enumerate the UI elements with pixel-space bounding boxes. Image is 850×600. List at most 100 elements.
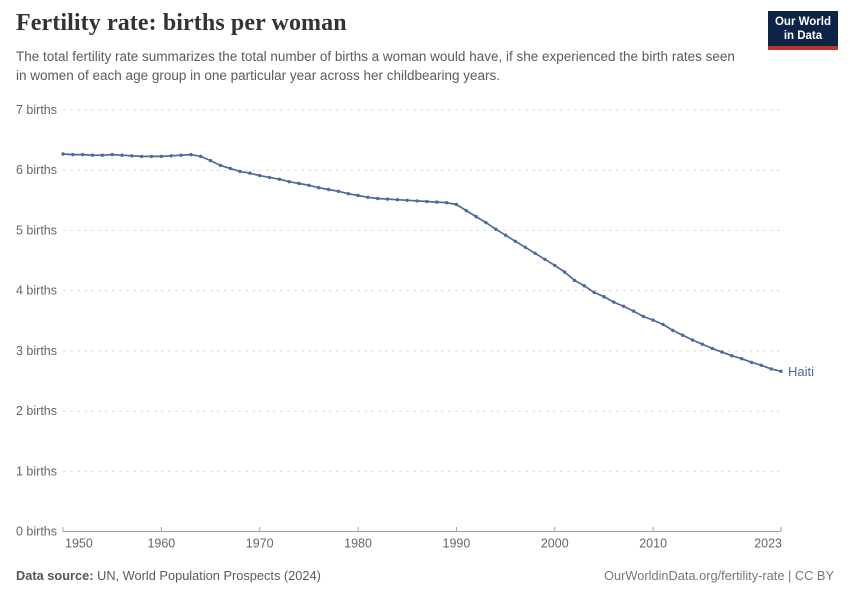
data-point-marker[interactable]: [464, 208, 468, 213]
data-point-marker[interactable]: [61, 152, 65, 156]
data-point-marker[interactable]: [533, 251, 537, 255]
data-point-marker[interactable]: [307, 183, 311, 187]
data-point-marker[interactable]: [395, 198, 400, 202]
data-point-marker[interactable]: [71, 152, 75, 157]
entity-label[interactable]: Haiti: [788, 364, 814, 379]
data-point-marker[interactable]: [120, 153, 124, 157]
data-point-marker[interactable]: [779, 369, 783, 373]
data-point-marker[interactable]: [356, 193, 360, 198]
data-point-marker[interactable]: [258, 173, 262, 178]
data-point-marker[interactable]: [690, 338, 695, 342]
haiti-line[interactable]: [62, 153, 782, 373]
data-point-marker[interactable]: [81, 152, 85, 157]
data-point-marker[interactable]: [671, 328, 675, 333]
y-axis-labels: 0 births 1 births 2 births 3 births 4 births…: [16, 103, 57, 539]
y-tick-label: 1 births: [16, 464, 57, 478]
y-tick-label: 6 births: [16, 163, 57, 177]
data-point-marker[interactable]: [759, 363, 763, 367]
data-point-marker[interactable]: [169, 154, 173, 158]
data-point-marker[interactable]: [435, 200, 439, 204]
y-tick-label: 5 births: [16, 223, 57, 237]
data-point-marker[interactable]: [444, 201, 449, 205]
data-point-marker[interactable]: [179, 153, 183, 157]
data-point-marker[interactable]: [189, 152, 193, 157]
data-point-marker[interactable]: [621, 304, 626, 308]
data-point-marker[interactable]: [503, 233, 508, 237]
fertility-line-series[interactable]: [61, 152, 783, 373]
data-point-marker[interactable]: [474, 214, 478, 219]
y-gridlines: [63, 109, 781, 472]
data-point-marker[interactable]: [730, 354, 734, 358]
data-point-marker[interactable]: [130, 154, 134, 158]
data-point-marker[interactable]: [562, 270, 567, 274]
data-point-marker[interactable]: [366, 195, 370, 199]
data-point-marker[interactable]: [572, 278, 577, 283]
data-point-marker[interactable]: [317, 186, 321, 190]
data-point-marker[interactable]: [228, 166, 232, 171]
y-tick-label: 4 births: [16, 284, 57, 298]
data-point-marker[interactable]: [592, 290, 596, 295]
data-point-marker[interactable]: [159, 154, 164, 159]
x-tick-label: 1980: [344, 537, 372, 551]
data-point-marker[interactable]: [425, 199, 429, 204]
owid-logo-line1: Our World: [774, 16, 831, 28]
data-point-marker[interactable]: [484, 220, 488, 225]
data-point-marker[interactable]: [749, 360, 754, 364]
data-point-marker[interactable]: [336, 189, 341, 193]
x-tick-label: 1970: [246, 537, 274, 551]
data-point-marker[interactable]: [110, 152, 114, 157]
data-point-marker[interactable]: [651, 318, 655, 322]
data-point-marker[interactable]: [700, 342, 704, 346]
data-point-marker[interactable]: [140, 154, 144, 159]
data-source: Data source: UN, World Population Prospe…: [16, 568, 321, 583]
data-point-marker[interactable]: [631, 309, 636, 313]
data-point-marker[interactable]: [297, 181, 301, 186]
data-point-marker[interactable]: [346, 192, 350, 196]
data-source-label: Data source:: [16, 568, 94, 583]
data-point-marker[interactable]: [661, 322, 665, 327]
chart-header: Fertility rate: births per woman The tot…: [16, 10, 756, 85]
data-point-marker[interactable]: [769, 367, 773, 371]
x-axis: [62, 527, 782, 532]
data-point-marker[interactable]: [277, 177, 282, 181]
data-point-marker[interactable]: [523, 245, 527, 249]
data-point-marker[interactable]: [149, 154, 154, 159]
x-tick-label: 1990: [443, 537, 471, 551]
data-point-marker[interactable]: [405, 198, 409, 202]
data-point-marker[interactable]: [287, 180, 291, 184]
data-point-marker[interactable]: [376, 196, 380, 201]
data-point-marker[interactable]: [199, 154, 203, 159]
data-point-marker[interactable]: [208, 158, 213, 163]
data-point-marker[interactable]: [582, 284, 586, 288]
data-point-marker[interactable]: [238, 169, 242, 174]
data-point-marker[interactable]: [218, 163, 223, 168]
data-point-marker[interactable]: [248, 171, 252, 175]
chart-subtitle: The total fertility rate summarizes the …: [16, 49, 735, 83]
data-point-marker[interactable]: [612, 300, 616, 304]
data-point-marker[interactable]: [100, 153, 105, 157]
data-point-marker[interactable]: [454, 202, 459, 207]
data-point-marker[interactable]: [543, 257, 547, 261]
data-point-marker[interactable]: [641, 314, 645, 319]
data-point-marker[interactable]: [494, 227, 498, 231]
data-point-marker[interactable]: [415, 199, 419, 203]
x-tick-label: 2023: [754, 537, 782, 551]
data-point-marker[interactable]: [710, 346, 714, 351]
owid-logo[interactable]: Our World in Data: [767, 11, 838, 50]
data-point-marker[interactable]: [740, 357, 744, 361]
y-tick-label: 3 births: [16, 344, 57, 358]
data-point-marker[interactable]: [385, 197, 390, 201]
data-point-marker[interactable]: [326, 187, 331, 192]
entity-label-text[interactable]: Haiti: [788, 364, 814, 379]
data-point-marker[interactable]: [267, 175, 272, 180]
data-point-marker[interactable]: [90, 153, 95, 157]
data-point-marker[interactable]: [680, 333, 685, 337]
chart-footer: Data source: UN, World Population Prospe…: [16, 568, 834, 583]
data-point-marker[interactable]: [553, 263, 557, 268]
data-point-marker[interactable]: [720, 350, 724, 354]
data-point-marker[interactable]: [602, 295, 606, 299]
footer-citation-link[interactable]: OurWorldinData.org/fertility-rate | CC B…: [604, 568, 834, 583]
data-point-marker[interactable]: [513, 239, 518, 243]
